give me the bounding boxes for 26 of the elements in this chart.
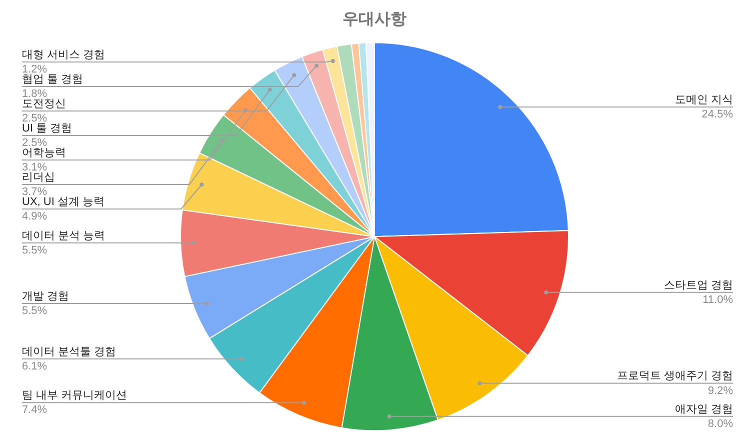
data-label: 7.4% <box>22 404 48 416</box>
slice-label: 도메인 지식 <box>674 94 733 106</box>
data-label: 11.0% <box>702 294 734 306</box>
slice-label: UX, UI 설계 능력 <box>22 196 105 208</box>
chart-title: 우대사항 <box>342 11 406 28</box>
slice-label: 데이터 분석툴 경험 <box>22 346 116 358</box>
slice-label: 데이터 분석 능력 <box>22 230 106 242</box>
data-label: 5.5% <box>22 244 48 256</box>
data-label: 5.5% <box>22 305 48 318</box>
data-label: 4.9% <box>22 210 48 223</box>
slice-label: UI 툴 경험 <box>22 122 72 134</box>
slice-label: 리더십 <box>22 172 55 184</box>
data-label: 6.1% <box>22 360 48 372</box>
slice-label: 프로덕트 생애주기 경험 <box>616 370 733 382</box>
slice-label: 대형 서비스 경험 <box>22 49 106 61</box>
slice-label: 도전정신 <box>22 98 66 110</box>
slice-label: 협업 툴 경험 <box>22 74 84 86</box>
data-label: 8.0% <box>708 418 734 430</box>
data-label: 9.2% <box>708 384 734 397</box>
slice-label: 팀 내부 커뮤니케이션 <box>22 390 128 402</box>
data-label: 3.7% <box>22 186 48 198</box>
slice-label: 애자일 경험 <box>674 403 733 416</box>
slice-label: 스타트업 경험 <box>664 279 733 292</box>
slice-label: 개발 경험 <box>22 290 70 303</box>
data-label: 24.5% <box>702 108 734 121</box>
slice-label: 어학능력 <box>22 147 66 159</box>
